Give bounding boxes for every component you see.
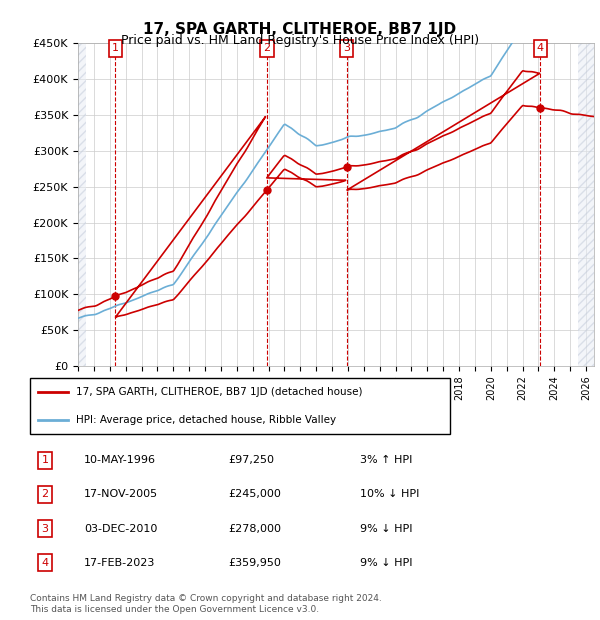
Text: 1: 1 <box>41 455 49 466</box>
Text: 17-NOV-2005: 17-NOV-2005 <box>84 489 158 500</box>
Text: 9% ↓ HPI: 9% ↓ HPI <box>360 523 413 534</box>
Text: 2: 2 <box>41 489 49 500</box>
Text: 4: 4 <box>537 43 544 53</box>
Text: 3% ↑ HPI: 3% ↑ HPI <box>360 455 412 466</box>
Text: £97,250: £97,250 <box>228 455 274 466</box>
Text: 17-FEB-2023: 17-FEB-2023 <box>84 557 155 568</box>
Text: £245,000: £245,000 <box>228 489 281 500</box>
Text: 9% ↓ HPI: 9% ↓ HPI <box>360 557 413 568</box>
Text: HPI: Average price, detached house, Ribble Valley: HPI: Average price, detached house, Ribb… <box>76 415 337 425</box>
Text: 1: 1 <box>112 43 119 53</box>
Text: 10-MAY-1996: 10-MAY-1996 <box>84 455 156 466</box>
Text: 17, SPA GARTH, CLITHEROE, BB7 1JD: 17, SPA GARTH, CLITHEROE, BB7 1JD <box>143 22 457 37</box>
Text: 3: 3 <box>41 523 49 534</box>
Text: 03-DEC-2010: 03-DEC-2010 <box>84 523 157 534</box>
Text: £359,950: £359,950 <box>228 557 281 568</box>
Text: 2: 2 <box>263 43 270 53</box>
Text: 3: 3 <box>343 43 350 53</box>
FancyBboxPatch shape <box>30 378 450 434</box>
Text: Contains HM Land Registry data © Crown copyright and database right 2024.
This d: Contains HM Land Registry data © Crown c… <box>30 595 382 614</box>
Text: 4: 4 <box>41 557 49 568</box>
Text: 10% ↓ HPI: 10% ↓ HPI <box>360 489 419 500</box>
Bar <box>578 43 594 366</box>
Text: 17, SPA GARTH, CLITHEROE, BB7 1JD (detached house): 17, SPA GARTH, CLITHEROE, BB7 1JD (detac… <box>76 387 362 397</box>
Bar <box>78 43 86 366</box>
Text: £278,000: £278,000 <box>228 523 281 534</box>
Text: Price paid vs. HM Land Registry's House Price Index (HPI): Price paid vs. HM Land Registry's House … <box>121 34 479 47</box>
